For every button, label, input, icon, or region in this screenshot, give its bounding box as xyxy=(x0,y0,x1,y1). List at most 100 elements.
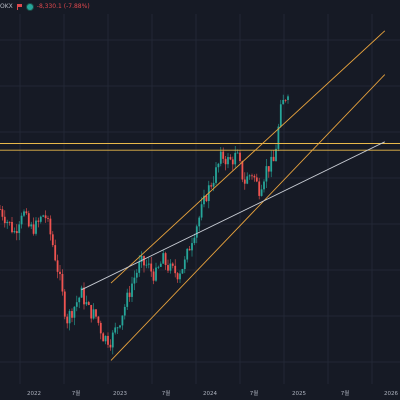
candle xyxy=(92,309,95,319)
candle xyxy=(147,263,150,265)
candle xyxy=(157,266,160,268)
candle xyxy=(265,166,268,182)
candle xyxy=(59,271,61,275)
candle xyxy=(179,273,181,280)
x-tick-label: 2024 xyxy=(203,391,217,397)
candle xyxy=(42,215,45,217)
candle xyxy=(203,195,205,205)
candle xyxy=(246,176,249,184)
x-tick-label: 7월 xyxy=(72,389,81,397)
candle xyxy=(39,216,42,222)
x-tick-label: 2023 xyxy=(113,391,127,397)
candle xyxy=(119,325,121,328)
candle xyxy=(231,159,234,165)
upper-channel-line xyxy=(110,30,386,284)
candle xyxy=(284,99,287,101)
flag-icon[interactable] xyxy=(16,3,23,10)
candle xyxy=(63,291,66,317)
candle xyxy=(217,163,220,168)
candle xyxy=(275,148,277,162)
candle xyxy=(126,292,129,307)
candle xyxy=(239,152,241,162)
candle xyxy=(193,237,196,244)
candle xyxy=(215,167,217,183)
candle xyxy=(121,315,124,326)
candle xyxy=(114,327,117,333)
candle xyxy=(109,344,112,348)
candle xyxy=(143,255,145,266)
candle xyxy=(277,126,280,149)
candle xyxy=(18,224,21,234)
candle xyxy=(272,156,275,162)
candle xyxy=(47,218,49,219)
candle xyxy=(200,204,203,218)
candle xyxy=(6,221,9,224)
candle xyxy=(255,177,258,182)
candle xyxy=(90,304,93,319)
candle xyxy=(155,267,157,281)
candle xyxy=(188,248,191,251)
candle xyxy=(61,274,64,292)
candle xyxy=(66,316,69,324)
candle xyxy=(191,243,193,251)
white-trend-line xyxy=(81,141,385,291)
candle xyxy=(205,195,208,202)
candle xyxy=(186,248,189,260)
candle xyxy=(131,283,133,297)
candle xyxy=(99,322,102,334)
candle xyxy=(71,311,73,318)
candle xyxy=(222,151,225,159)
candle xyxy=(243,179,246,184)
candle xyxy=(159,263,162,267)
candle xyxy=(27,213,30,227)
symbol-label[interactable]: OKX xyxy=(0,3,13,10)
candle xyxy=(279,104,282,127)
candle xyxy=(35,220,37,234)
candle xyxy=(11,221,13,233)
candle xyxy=(25,211,28,214)
status-dot-icon xyxy=(26,3,33,10)
candle xyxy=(32,224,35,234)
candle xyxy=(111,332,114,348)
candle xyxy=(287,96,289,101)
candle xyxy=(116,327,119,329)
candle xyxy=(128,292,131,297)
candle xyxy=(123,306,126,316)
candle xyxy=(8,221,11,223)
candle xyxy=(282,99,285,105)
candle xyxy=(176,273,179,280)
candle xyxy=(54,245,57,261)
candle xyxy=(229,157,232,160)
candle xyxy=(227,157,229,165)
candle xyxy=(210,185,213,187)
lower-channel-line xyxy=(110,74,386,361)
candle xyxy=(174,265,177,274)
candle xyxy=(97,316,100,323)
candle xyxy=(236,152,239,154)
candle xyxy=(15,231,18,234)
candle xyxy=(150,263,153,272)
candle xyxy=(75,302,78,307)
candle xyxy=(270,156,273,172)
candle xyxy=(212,182,215,187)
candle xyxy=(56,260,59,272)
candle xyxy=(133,277,136,284)
x-tick-label: 7월 xyxy=(162,389,171,397)
candle xyxy=(241,161,244,180)
candle xyxy=(162,253,165,264)
candle xyxy=(135,272,138,278)
chart-header: OKX -8,330.1 (-7.88%) xyxy=(0,0,90,13)
candle xyxy=(20,215,23,225)
candle xyxy=(73,306,76,318)
candle xyxy=(51,234,54,246)
x-tick-label: 2026 xyxy=(384,391,398,397)
candle xyxy=(219,151,222,164)
candle xyxy=(258,181,261,196)
x-tick-label: 7월 xyxy=(341,389,350,397)
candle xyxy=(0,209,1,210)
candle xyxy=(102,333,105,342)
candle xyxy=(30,224,33,227)
candle xyxy=(140,255,143,262)
candle xyxy=(107,335,109,345)
